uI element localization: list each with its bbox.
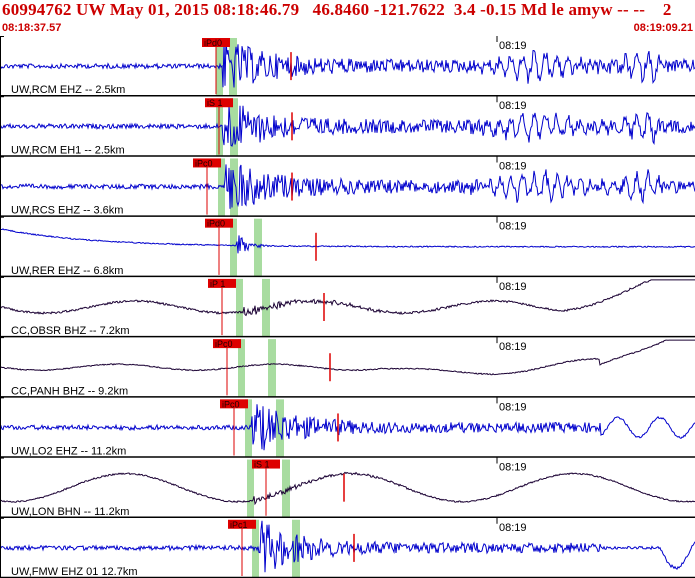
time-tick-label: 08:19 bbox=[499, 100, 527, 112]
station-label: CC,OBSR BHZ -- 7.2km bbox=[11, 325, 130, 337]
pick-label-text: iPc1 bbox=[230, 520, 248, 530]
station-label: UW,FMW EHZ 01 12.7km bbox=[11, 566, 138, 578]
waveform bbox=[0, 104, 695, 147]
pick-label-text: iPc0 bbox=[215, 339, 233, 349]
trace-row[interactable]: iPd0 08:19 UW,RER EHZ -- 6.8km bbox=[0, 216, 695, 278]
pick-label-bg bbox=[193, 158, 221, 168]
pick-label-text: iPd0 bbox=[204, 38, 222, 48]
time-tick-label: 08:19 bbox=[499, 281, 527, 293]
station-label: UW,RER EHZ -- 6.8km bbox=[11, 265, 123, 277]
trace-row[interactable]: iS 1 08:19 UW,RCM EH1 -- 2.5km bbox=[0, 96, 695, 157]
pick-label[interactable]: iPc0 bbox=[213, 339, 241, 349]
s-window bbox=[268, 339, 276, 398]
p-window bbox=[238, 339, 245, 398]
pick-label-bg bbox=[213, 339, 241, 349]
time-tick-label: 08:19 bbox=[499, 522, 527, 534]
seismogram-panel: iPd0 08:19 UW,RCM EHZ -- 2.5km iS 1 08:19 UW,… bbox=[0, 36, 695, 578]
p-window bbox=[247, 459, 254, 518]
waveform bbox=[0, 164, 695, 209]
waveform bbox=[0, 404, 695, 451]
pick-label-bg bbox=[208, 278, 236, 288]
pick-label[interactable]: iS 1 bbox=[252, 459, 280, 470]
pick-label-text: iPc0 bbox=[195, 158, 213, 168]
s-window bbox=[292, 519, 300, 578]
event-title: 60994762 UW May 01, 2015 08:18:46.79 46.… bbox=[2, 0, 672, 19]
pick-label-text: iPc0 bbox=[222, 399, 240, 409]
pick-label[interactable]: iPc0 bbox=[193, 158, 221, 168]
s-window bbox=[230, 158, 238, 217]
time-tick-label: 08:19 bbox=[499, 221, 527, 233]
waveform bbox=[0, 228, 695, 254]
trace-row[interactable]: iS 1 08:19 UW,LON BHN -- 11.2km bbox=[0, 457, 695, 519]
trace-row[interactable]: iPc0 08:19 UW,RCS EHZ -- 3.6km bbox=[0, 156, 695, 217]
trace-start-time: 08:18:37.57 bbox=[2, 22, 62, 34]
waveform bbox=[0, 279, 695, 317]
station-label: UW,RCM EHZ -- 2.5km bbox=[11, 84, 125, 96]
waveform bbox=[0, 471, 695, 506]
trace-row[interactable]: iPd0 08:19 UW,RCM EHZ -- 2.5km bbox=[0, 36, 695, 97]
pick-label[interactable]: iPc0 bbox=[220, 399, 248, 409]
pick-label[interactable]: iP 1 bbox=[208, 278, 236, 289]
trace-row[interactable]: iPc0 08:19 UW,LO2 EHZ -- 11.2km bbox=[0, 397, 695, 458]
pick-label[interactable]: iPc1 bbox=[228, 519, 256, 530]
time-tick-label: 08:19 bbox=[499, 341, 527, 353]
pick-label-bg bbox=[205, 218, 233, 228]
event-header: 60994762 UW May 01, 2015 08:18:46.79 46.… bbox=[0, 0, 695, 36]
pick-label-bg bbox=[228, 519, 256, 529]
trace-row[interactable]: iP 1 08:19 CC,OBSR BHZ -- 7.2km bbox=[0, 276, 695, 338]
pick-label-text: iS 1 bbox=[254, 460, 270, 470]
p-window bbox=[218, 158, 225, 217]
station-label: UW,LON BHN -- 11.2km bbox=[11, 506, 129, 518]
p-window bbox=[230, 218, 237, 277]
pick-label[interactable]: iPd0 bbox=[205, 218, 233, 229]
waveform bbox=[0, 38, 695, 88]
trace-row[interactable]: iPc0 08:19 CC,PANH BHZ -- 9.2km bbox=[0, 337, 695, 398]
station-label: UW,LO2 EHZ -- 11.2km bbox=[11, 446, 126, 458]
pick-label-bg bbox=[252, 459, 280, 469]
pick-label-text: iP 1 bbox=[210, 279, 225, 289]
pick-label-bg bbox=[220, 399, 248, 409]
time-tick-label: 08:19 bbox=[499, 160, 527, 172]
waveform bbox=[0, 339, 695, 376]
waveform bbox=[0, 520, 695, 573]
s-window bbox=[229, 38, 237, 97]
station-label: UW,RCS EHZ -- 3.6km bbox=[11, 205, 123, 217]
pick-label-bg bbox=[202, 38, 230, 47]
trace-row[interactable]: iPc1 08:19 UW,FMW EHZ 01 12.7km bbox=[0, 517, 695, 578]
s-window bbox=[276, 399, 284, 458]
pick-label-bg bbox=[205, 98, 233, 108]
pick-label-text: iPd0 bbox=[207, 219, 225, 229]
pick-label[interactable]: iPd0 bbox=[202, 38, 230, 48]
time-tick-label: 08:19 bbox=[499, 462, 527, 474]
p-window bbox=[252, 519, 259, 578]
p-window bbox=[236, 278, 243, 338]
pick-label-text: iS 1 bbox=[207, 98, 223, 108]
time-tick-label: 08:19 bbox=[499, 40, 527, 52]
station-label: CC,PANH BHZ -- 9.2km bbox=[11, 385, 128, 397]
pick-label[interactable]: iS 1 bbox=[205, 98, 233, 108]
trace-end-time: 08:19:09.21 bbox=[633, 22, 693, 34]
time-tick-label: 08:19 bbox=[499, 401, 527, 413]
station-label: UW,RCM EH1 -- 2.5km bbox=[11, 144, 125, 156]
